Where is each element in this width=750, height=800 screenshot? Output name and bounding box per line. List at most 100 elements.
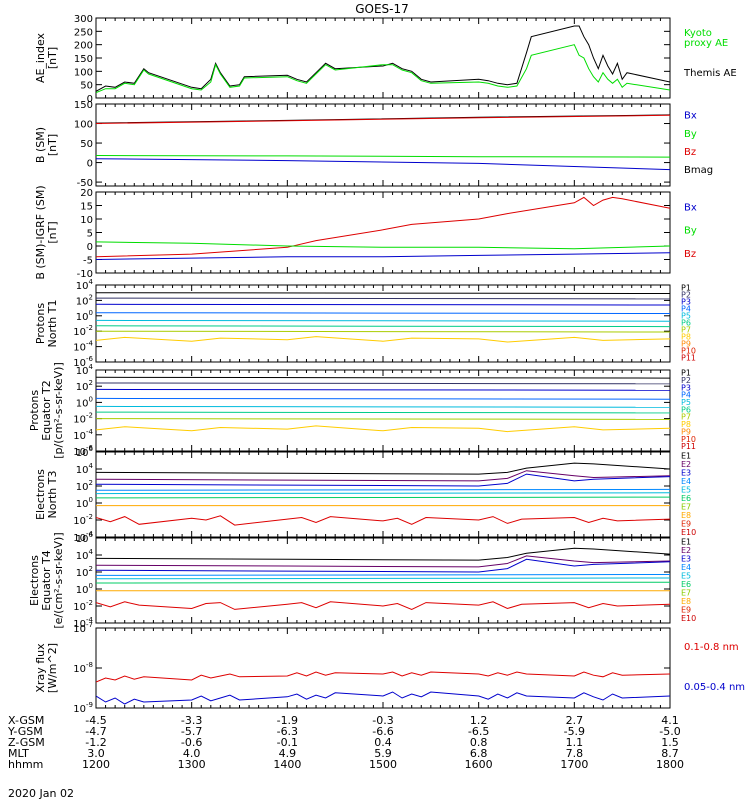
y-tick-label: 50	[80, 139, 93, 150]
y-tick-label: 100	[76, 309, 93, 323]
tick-base: 10	[76, 281, 89, 292]
tick-base: 10	[73, 516, 86, 527]
y-tick-label: 100	[74, 120, 93, 131]
y-axis-label: North T3	[46, 471, 59, 519]
tick-exponent: -4	[86, 530, 94, 538]
y-tick-label: 200	[74, 41, 93, 52]
footer-value: -5.9	[564, 725, 585, 738]
tick-base: 10	[73, 602, 86, 613]
tick-base: 10	[76, 366, 89, 377]
footer-value: 0.8	[470, 736, 488, 749]
y-tick-label: 10-4	[73, 340, 93, 354]
y-axis-label: [nT]	[46, 221, 59, 243]
footer-value: 4.9	[279, 747, 297, 760]
tick-exponent: 4	[89, 363, 94, 371]
series-group	[96, 292, 670, 343]
series-group	[96, 114, 670, 171]
series-line-e3	[96, 473, 670, 487]
y-axis-label: B (SM)	[34, 127, 47, 163]
tick-base: 10	[76, 568, 89, 579]
y-tick-label: 10-6	[73, 444, 93, 458]
tick-base: 10	[76, 296, 89, 307]
legend-label: Kyoto	[684, 28, 712, 39]
y-tick-label: 104	[76, 278, 94, 292]
channel-label: P7	[681, 325, 691, 334]
y-axis-label: [p/(cm²-s-sr-keV)]	[52, 362, 65, 459]
y-tick-label: 10-2	[73, 324, 93, 338]
footer-value: -6.6	[372, 725, 393, 738]
y-axis-label: Equator T2	[40, 380, 53, 440]
tick-base: 10	[76, 448, 89, 459]
series-line-e9	[96, 601, 670, 610]
tick-base: 10	[76, 382, 89, 393]
series-line-p6	[96, 325, 670, 328]
footer-value: 1600	[465, 758, 493, 771]
y-axis-label: Protons	[34, 303, 47, 344]
panel-bsm: -50 0 50 100 150 B (SM) [nT] Bx By Bz Bmag	[34, 100, 713, 189]
legend-label: By	[684, 129, 697, 140]
channel-label: P6	[681, 318, 691, 327]
y-tick-label: 106	[76, 531, 94, 545]
tick-exponent: 2	[89, 379, 93, 387]
panel-frame	[95, 369, 671, 452]
channel-label: P10	[681, 346, 696, 355]
footer-value: 1300	[178, 758, 206, 771]
channel-label: E3	[681, 468, 691, 477]
channel-label: P11	[681, 353, 696, 362]
footer-value: -0.3	[372, 714, 393, 727]
y-tick-label: 104	[76, 548, 94, 562]
footer-row-label: hhmm	[8, 758, 43, 771]
y-tick-label: 20	[80, 188, 93, 199]
channel-label: E9	[681, 605, 691, 614]
tick-exponent: 4	[89, 462, 94, 470]
y-tick-label: 0	[87, 159, 93, 170]
footer-value: 1400	[273, 758, 301, 771]
series-line-e5	[96, 577, 670, 580]
channel-label: E7	[681, 502, 691, 511]
footer-row-label: Z-GSM	[8, 736, 45, 749]
footer-value: 0.4	[374, 736, 392, 749]
legend-label: Bx	[684, 111, 697, 122]
legend-label: Bmag	[684, 165, 713, 176]
tick-base: 10	[76, 551, 89, 562]
series-line-by	[96, 155, 670, 158]
series-line-p3	[96, 303, 670, 306]
legend-label: 0.1-0.8 nm	[684, 642, 739, 653]
footer-value: -1.9	[277, 714, 298, 727]
figure-title: GOES-17	[355, 2, 409, 16]
series-line-p4	[96, 312, 670, 314]
channel-label: E6	[681, 580, 691, 589]
channel-label: E9	[681, 519, 691, 528]
tick-base: 10	[73, 447, 86, 458]
panel-frame	[95, 537, 671, 624]
y-axis-label: Electrons	[28, 555, 41, 606]
channel-label: E4	[681, 563, 691, 572]
tick-exponent: 6	[89, 531, 94, 539]
channel-label: E10	[681, 528, 696, 537]
channel-label: E5	[681, 485, 691, 494]
footer-value: -0.1	[277, 736, 298, 749]
channel-label: P11	[681, 442, 696, 451]
series-line-p1	[96, 376, 670, 379]
panel-ae: 0 50 100 150 200 250 300 AE_index [nT] Kyotoproxy…	[34, 14, 737, 105]
y-axis-label: Electrons	[34, 469, 47, 520]
y-tick-label: 100	[76, 496, 93, 510]
series-line-e6	[96, 496, 670, 499]
channel-label: P4	[681, 304, 691, 313]
tick-exponent: 0	[89, 309, 93, 317]
tick-exponent: 6	[89, 445, 94, 453]
channel-label: P4	[681, 391, 691, 400]
channel-label: P9	[681, 427, 691, 436]
y-tick-label: 104	[76, 462, 94, 476]
series-line-p7	[96, 330, 670, 333]
y-tick-label: 102	[76, 379, 93, 393]
footer-row-label: X-GSM	[8, 714, 44, 727]
y-tick-label: 100	[76, 395, 93, 409]
y-tick-label: 10	[80, 215, 93, 226]
tick-exponent: 2	[89, 565, 93, 573]
tick-base: 10	[73, 533, 86, 544]
